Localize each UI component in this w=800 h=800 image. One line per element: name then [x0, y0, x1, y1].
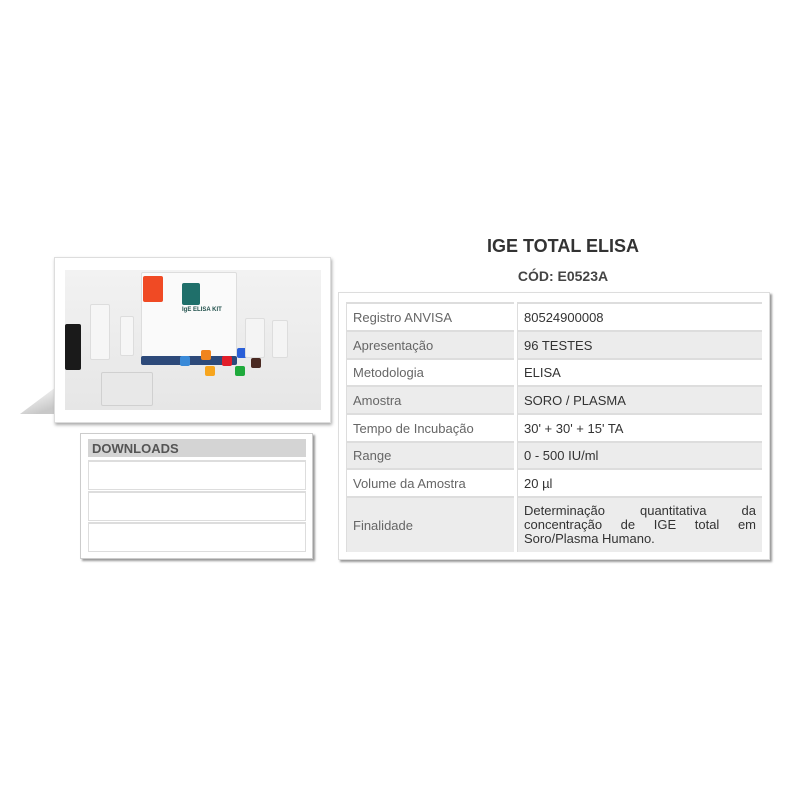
kit-box-label: IgE ELISA KIT [182, 307, 222, 313]
spec-label: Metodologia [346, 358, 514, 385]
spec-label: Range [346, 441, 514, 468]
table-row: Tempo de Incubação 30' + 30' + 15' TA [346, 413, 762, 441]
table-row: Range 0 - 500 IU/ml [346, 441, 762, 468]
spec-value: 96 TESTES [517, 330, 762, 358]
vial-cap [235, 366, 245, 376]
table-row: Amostra SORO / PLASMA [346, 385, 762, 413]
spec-label: Apresentação [346, 330, 514, 358]
spec-value: SORO / PLASMA [517, 385, 762, 413]
downloads-header: DOWNLOADS [88, 439, 306, 457]
kit-logo [182, 283, 200, 305]
spec-value: 0 - 500 IU/ml [517, 441, 762, 468]
vial-cap [205, 366, 215, 376]
table-row: Volume da Amostra 20 µl [346, 468, 762, 496]
table-row: Metodologia ELISA [346, 358, 762, 385]
spec-value: Determinação quantitativa da concentraçã… [517, 496, 762, 552]
spec-value: 80524900008 [517, 302, 762, 330]
download-item[interactable] [88, 491, 306, 521]
vial-cap [180, 356, 190, 366]
bottle [120, 316, 134, 356]
table-row: Finalidade Determinação quantitativa da c… [346, 496, 762, 552]
vial-cap [201, 350, 211, 360]
spec-value: ELISA [517, 358, 762, 385]
vial-cap [237, 348, 247, 358]
spec-label: Volume da Amostra [346, 468, 514, 496]
download-item[interactable] [88, 522, 306, 552]
spec-value: 30' + 30' + 15' TA [517, 413, 762, 441]
microplate [101, 372, 153, 406]
spec-value: 20 µl [517, 468, 762, 496]
table-row: Registro ANVISA 80524900008 [346, 302, 762, 330]
downloads-panel: DOWNLOADS [80, 433, 313, 559]
vial-cap [222, 356, 232, 366]
kit-box-tab [143, 276, 163, 302]
bottle [272, 320, 288, 358]
product-title: IGE TOTAL ELISA [486, 236, 639, 256]
spec-label: Registro ANVISA [346, 302, 514, 330]
vial-cap [251, 358, 261, 368]
product-code: CÓD: E0523A [517, 268, 609, 284]
kit-photo: IgE ELISA KIT [65, 270, 321, 410]
spec-label: Finalidade [346, 496, 514, 552]
spec-label: Tempo de Incubação [346, 413, 514, 441]
download-item[interactable] [88, 460, 306, 490]
specs-table: Registro ANVISA 80524900008 Apresentação 9… [338, 292, 770, 560]
product-image: IgE ELISA KIT [54, 257, 331, 423]
table-row: Apresentação 96 TESTES [346, 330, 762, 358]
spec-label: Amostra [346, 385, 514, 413]
bottle [65, 324, 81, 370]
bottle [245, 318, 265, 358]
bottle [90, 304, 110, 360]
